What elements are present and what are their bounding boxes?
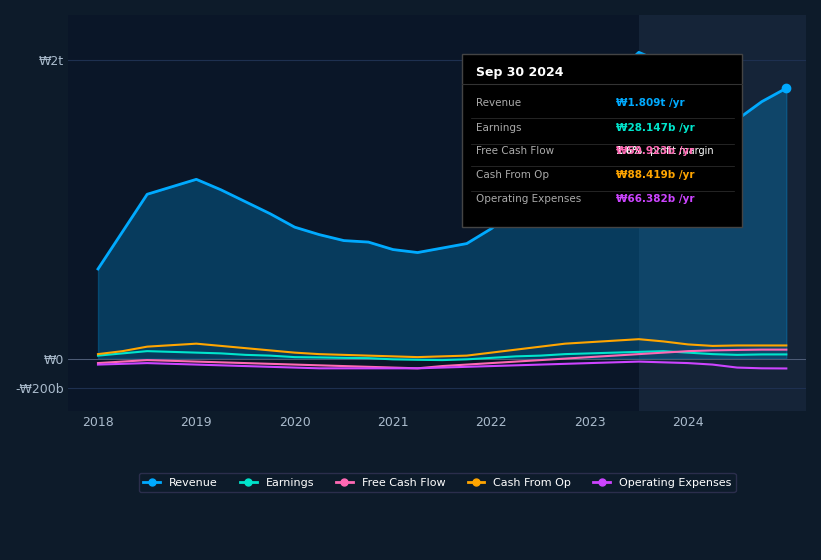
Text: ₩66.382b /yr: ₩66.382b /yr [616,194,695,204]
Text: 1.6%: 1.6% [616,146,643,156]
Text: Revenue: Revenue [476,97,521,108]
Text: ₩88.419b /yr: ₩88.419b /yr [616,170,695,180]
Text: Sep 30 2024: Sep 30 2024 [476,66,564,80]
Text: ₩28.147b /yr: ₩28.147b /yr [616,123,695,133]
Text: ₩1.809t /yr: ₩1.809t /yr [616,97,685,108]
Text: Free Cash Flow: Free Cash Flow [476,146,554,156]
Legend: Revenue, Earnings, Free Cash Flow, Cash From Op, Operating Expenses: Revenue, Earnings, Free Cash Flow, Cash … [139,473,736,492]
FancyBboxPatch shape [462,54,742,227]
Text: Cash From Op: Cash From Op [476,170,549,180]
Text: ₩59.923b /yr: ₩59.923b /yr [616,146,695,156]
Text: profit margin: profit margin [647,146,713,156]
Text: Earnings: Earnings [476,123,521,133]
Text: Operating Expenses: Operating Expenses [476,194,581,204]
Bar [639,15,806,411]
